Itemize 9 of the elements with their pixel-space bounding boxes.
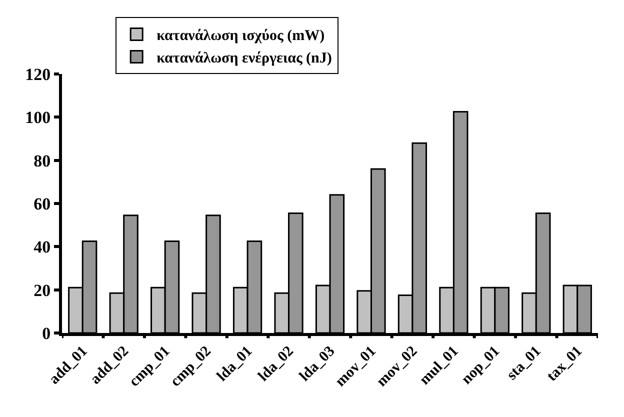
y-tick-label: 60 [34, 194, 51, 214]
y-tick-label: 100 [25, 108, 51, 128]
y-tick-label: 0 [42, 324, 51, 343]
legend-label: κατανάλωση ενέργειας (nJ) [156, 50, 332, 67]
y-tick-label: 120 [25, 64, 51, 84]
legend-label: κατανάλωση ισχύος (mW) [156, 28, 325, 44]
y-tick-label: 80 [34, 151, 51, 170]
y-tick-label: 20 [34, 280, 51, 300]
y-tick-label: 40 [34, 238, 51, 257]
